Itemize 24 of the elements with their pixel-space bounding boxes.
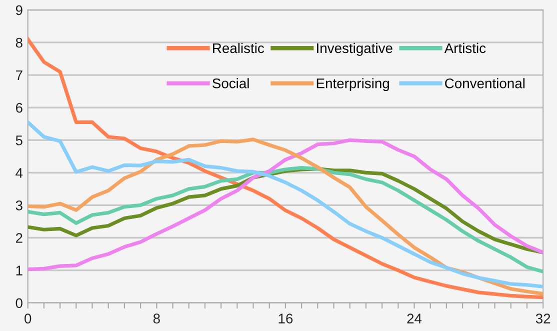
legend-label: Realistic — [213, 42, 264, 54]
legend-label: Enterprising — [316, 78, 389, 92]
y-tick-label: 6 — [16, 102, 22, 113]
x-tick-label: 24 — [407, 314, 422, 324]
line-series — [28, 166, 544, 274]
legend-label: Social — [212, 78, 249, 88]
line-series — [28, 37, 544, 300]
y-tick-label: 0 — [16, 298, 22, 308]
y-tick-label: 3 — [16, 200, 22, 210]
x-tick-label: 0 — [24, 314, 32, 324]
y-tick-label: 8 — [16, 38, 22, 48]
y-tick-label: 1 — [16, 266, 22, 276]
line-series — [28, 138, 544, 272]
legend-label: Conventional — [445, 78, 524, 88]
x-tick-label: 8 — [153, 314, 160, 324]
legend-label: Investigative — [317, 42, 392, 56]
x-tick-label: 32 — [536, 314, 550, 324]
x-tick-label: 16 — [278, 314, 293, 324]
legend-label: Artistic — [444, 42, 486, 54]
y-tick-label: 4 — [16, 168, 23, 178]
y-tick-label: 7 — [16, 70, 22, 80]
y-tick-label: 2 — [16, 233, 22, 243]
y-tick-label: 5 — [16, 136, 22, 146]
y-tick-label: 9 — [16, 5, 22, 16]
